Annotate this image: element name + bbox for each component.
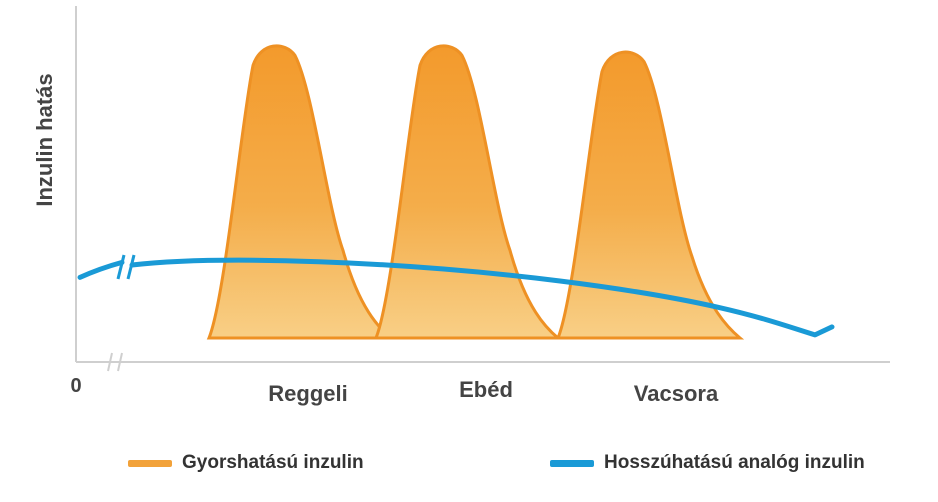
long-insulin-line (129, 257, 835, 338)
long-insulin-series (77, 254, 835, 338)
legend-item-fast: Gyorshatású inzulin (128, 452, 364, 474)
x-tick-labels: Reggeli Ebéd Vacsora (268, 377, 719, 406)
x-origin-label: 0 (70, 375, 81, 397)
legend-item-long: Hosszúhatású analóg inzulin (550, 452, 865, 474)
long-insulin-break-mark (116, 254, 126, 280)
insulin-chart: Inzulin hatás 0 Reggeli Ebéd Vacsora (32, 6, 890, 406)
x-tick-label-vacsora: Vacsora (634, 381, 719, 406)
legend-label-fast: Gyorshatású inzulin (182, 452, 364, 473)
long-insulin-break-mark (126, 254, 136, 280)
fast-insulin-peak-vacsora (555, 50, 745, 340)
x-axis-break (107, 352, 123, 372)
y-axis-label: Inzulin hatás (32, 73, 57, 206)
legend-swatch-fast (128, 459, 172, 467)
fast-insulin-peak-reggeli (206, 44, 396, 340)
long-insulin-line-start (77, 259, 125, 280)
fast-insulin-peak-ebéd (373, 44, 563, 340)
x-tick-label-ebéd: Ebéd (459, 377, 513, 402)
legend-label-long: Hosszúhatású analóg inzulin (604, 452, 865, 473)
x-tick-label-reggeli: Reggeli (268, 381, 347, 406)
legend-swatch-long (550, 459, 594, 467)
